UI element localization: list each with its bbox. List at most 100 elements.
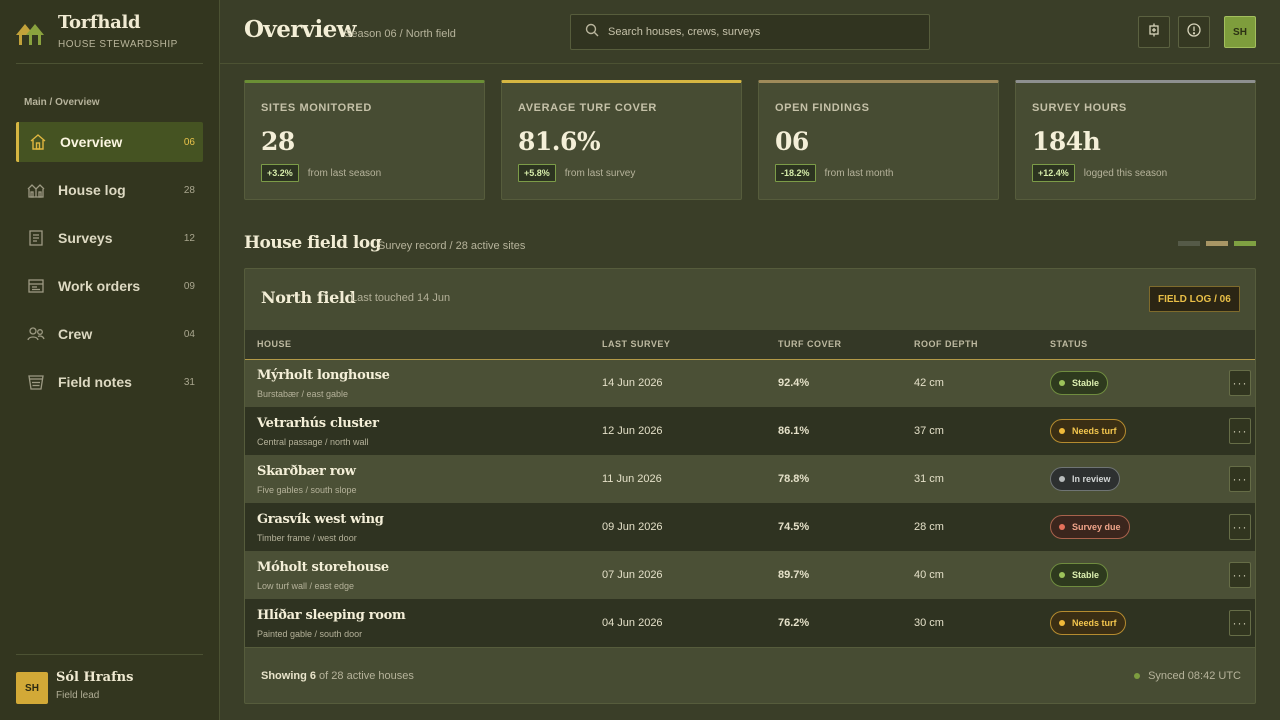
stat-value: 28 xyxy=(261,127,295,156)
stat-delta: +5.8% xyxy=(518,164,556,182)
house-name[interactable]: Móholt storehouse xyxy=(257,559,389,575)
brand[interactable]: Torfhald HOUSE STEWARDSHIP xyxy=(16,10,203,64)
stat-value: 184h xyxy=(1032,127,1101,156)
stat-note: from last month xyxy=(824,167,894,179)
status-cell: Stable ··· xyxy=(1038,359,1255,407)
sidebar-item-label: House log xyxy=(58,182,126,198)
row-actions-button[interactable]: ··· xyxy=(1229,418,1251,444)
table-row[interactable]: Móholt storehouse Low turf wall / east ed… xyxy=(245,551,1255,599)
user-profile[interactable]: SH Sól Hrafns Field lead xyxy=(16,654,203,704)
row-actions-button[interactable]: ··· xyxy=(1229,610,1251,636)
sidebar-item-count: 06 xyxy=(183,136,195,148)
status-label: Needs turf xyxy=(1072,426,1117,436)
table-row[interactable]: Hlíðar sleeping room Painted gable / sout… xyxy=(245,599,1255,647)
turf-cover: 92.4% xyxy=(766,359,902,407)
turf-cover: 74.5% xyxy=(766,503,902,551)
sync-status: Synced 08:42 UTC xyxy=(1134,670,1241,682)
status-dot xyxy=(1059,524,1065,530)
panel-title: North field xyxy=(261,288,356,307)
more-icon: ··· xyxy=(1232,616,1248,630)
sidebar-breadcrumb: Main / Overview xyxy=(24,97,100,108)
crop-icon xyxy=(1147,23,1161,42)
sidebar-item-count: 12 xyxy=(183,232,195,244)
house-name[interactable]: Skarðbær row xyxy=(257,463,356,479)
section-title: House field log xyxy=(244,233,382,253)
survey-date: 14 Jun 2026 xyxy=(590,359,766,407)
swatch xyxy=(1178,241,1200,246)
stat-label: SITES MONITORED xyxy=(261,102,372,114)
roof-depth: 28 cm xyxy=(902,503,1038,551)
table-row[interactable]: Mýrholt longhouse Burstabær / east gable 1… xyxy=(245,359,1255,407)
section-subtitle: Survey record / 28 active sites xyxy=(378,240,526,252)
row-actions-button[interactable]: ··· xyxy=(1229,514,1251,540)
row-count-strong: Showing 6 xyxy=(261,670,316,682)
stat-label: AVERAGE TURF COVER xyxy=(518,102,657,114)
table-row[interactable]: Grasvík west wing Timber frame / west doo… xyxy=(245,503,1255,551)
status-badge: In review xyxy=(1050,467,1120,491)
column-header[interactable]: STATUS xyxy=(1038,330,1255,360)
capture-button[interactable] xyxy=(1138,16,1170,48)
roof-depth: 30 cm xyxy=(902,599,1038,647)
sidebar-item-house-log[interactable]: House log 28 xyxy=(16,170,203,210)
sidebar-item-surveys[interactable]: Surveys 12 xyxy=(16,218,203,258)
table-row[interactable]: Vetrarhús cluster Central passage / north… xyxy=(245,407,1255,455)
house-name[interactable]: Hlíðar sleeping room xyxy=(257,607,406,623)
column-header[interactable]: LAST SURVEY xyxy=(590,330,766,360)
search-icon xyxy=(585,23,599,42)
stat-note: from last survey xyxy=(564,167,636,179)
turf-cover: 78.8% xyxy=(766,455,902,503)
swatch xyxy=(1234,241,1256,246)
sidebar-item-label: Crew xyxy=(58,326,93,342)
status-label: Stable xyxy=(1072,570,1100,580)
house-cell: Hlíðar sleeping room Painted gable / sout… xyxy=(245,599,590,647)
table-row[interactable]: Skarðbær row Five gables / south slope 11 … xyxy=(245,455,1255,503)
turf-cover: 86.1% xyxy=(766,407,902,455)
sidebar-nav: Overview 06 House log 28 Surveys 12 Work… xyxy=(16,122,203,410)
house-cell: Mýrholt longhouse Burstabær / east gable xyxy=(245,359,590,407)
user-menu-button[interactable]: SH xyxy=(1224,16,1256,48)
sidebar: Torfhald HOUSE STEWARDSHIP Main / Overvi… xyxy=(0,0,220,720)
search-input[interactable] xyxy=(608,26,908,38)
more-icon: ··· xyxy=(1232,376,1248,391)
row-actions-button[interactable]: ··· xyxy=(1229,562,1251,588)
stat-card-turf: AVERAGE TURF COVER 81.6% +5.8% from last … xyxy=(501,80,742,200)
house-name[interactable]: Grasvík west wing xyxy=(257,511,384,527)
house-cell: Vetrarhús cluster Central passage / north… xyxy=(245,407,590,455)
status-badge: Stable xyxy=(1050,371,1109,396)
brand-subtitle: HOUSE STEWARDSHIP xyxy=(58,39,178,50)
sidebar-item-crew[interactable]: Crew 04 xyxy=(16,314,203,354)
roof-depth: 40 cm xyxy=(902,551,1038,599)
column-header[interactable]: TURF COVER xyxy=(766,330,902,360)
user-name: Sól Hrafns xyxy=(56,670,134,685)
house-name[interactable]: Vetrarhús cluster xyxy=(257,415,379,431)
village-icon xyxy=(26,180,46,200)
sidebar-item-count: 31 xyxy=(183,376,195,388)
alerts-button[interactable] xyxy=(1178,16,1210,48)
row-actions-button[interactable]: ··· xyxy=(1229,370,1251,397)
column-header[interactable]: HOUSE xyxy=(245,330,590,360)
stat-note: from last season xyxy=(307,167,382,179)
house-name[interactable]: Mýrholt longhouse xyxy=(257,367,390,383)
people-icon xyxy=(26,324,46,344)
status-cell: Survey due ··· xyxy=(1038,503,1255,551)
stat-label: OPEN FINDINGS xyxy=(775,102,870,114)
status-dot xyxy=(1059,476,1065,482)
status-badge: Survey due xyxy=(1050,515,1130,539)
status-label: Survey due xyxy=(1072,522,1121,532)
stat-label: SURVEY HOURS xyxy=(1032,102,1127,114)
sidebar-item-field-notes[interactable]: Field notes 31 xyxy=(16,362,203,402)
swatch xyxy=(1206,241,1228,246)
column-header[interactable]: ROOF DEPTH xyxy=(902,330,1038,360)
row-count-rest: of 28 active houses xyxy=(316,670,414,682)
roof-depth: 31 cm xyxy=(902,455,1038,503)
sidebar-item-work-orders[interactable]: Work orders 09 xyxy=(16,266,203,306)
more-icon: ··· xyxy=(1232,424,1248,438)
row-actions-button[interactable]: ··· xyxy=(1229,466,1251,492)
stat-card-findings: OPEN FINDINGS 06 -18.2% from last month xyxy=(758,80,999,200)
turf-cover: 76.2% xyxy=(766,599,902,647)
survey-date: 07 Jun 2026 xyxy=(590,551,766,599)
search-box[interactable] xyxy=(570,14,930,50)
stat-note: logged this season xyxy=(1083,167,1168,179)
panel-footer: Showing 6 of 28 active houses Synced 08:… xyxy=(245,647,1255,703)
sidebar-item-overview[interactable]: Overview 06 xyxy=(16,122,203,162)
